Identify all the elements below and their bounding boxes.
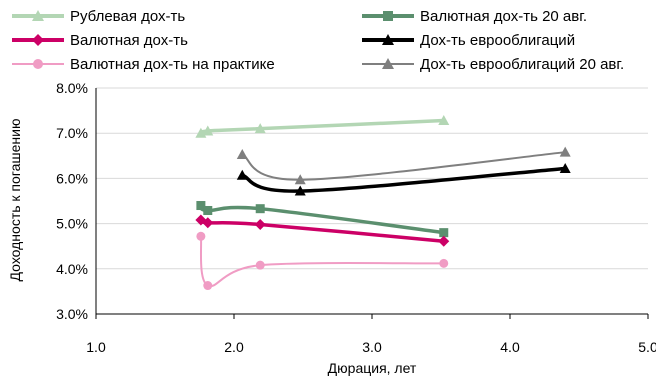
- data-point: [255, 260, 265, 270]
- legend-item: Рублевая дох-ть: [12, 8, 185, 25]
- x-tick-label: 4.0: [500, 339, 520, 355]
- legend-label: Валютная дох-ть: [70, 32, 188, 49]
- series-1: [196, 201, 449, 238]
- data-point: [236, 148, 248, 159]
- legend-item: Валютная дох-ть: [12, 32, 188, 49]
- x-tick-label: 1.0: [86, 339, 106, 355]
- legend-swatch-marker: [32, 34, 44, 46]
- legend-swatch-marker: [383, 11, 393, 21]
- series-line: [241, 151, 566, 181]
- grid: [96, 87, 648, 315]
- data-point: [196, 201, 206, 211]
- data-point: [202, 217, 214, 229]
- data-point: [236, 169, 248, 180]
- data-point: [196, 231, 206, 241]
- legend-label: Рублевая дох-ть: [70, 8, 185, 25]
- y-tick-label: 3.0%: [56, 306, 88, 322]
- series-line: [199, 236, 444, 288]
- legend-swatch-marker: [32, 10, 44, 21]
- x-tick-label: 3.0: [362, 339, 382, 355]
- legend-label: Валютная дох-ть 20 авг.: [420, 8, 587, 25]
- data-point: [203, 205, 213, 215]
- data-point: [439, 228, 449, 238]
- series-5: [236, 146, 571, 185]
- series-line: [241, 166, 566, 193]
- data-point: [294, 185, 306, 196]
- legend-swatch-marker: [33, 59, 43, 69]
- series-0: [195, 115, 450, 138]
- data-point: [254, 219, 266, 231]
- series-4: [196, 231, 449, 291]
- y-tick-label: 7.0%: [56, 125, 88, 141]
- legend-item: Дох-ть еврооблигаций: [362, 32, 575, 49]
- series-line: [199, 118, 444, 135]
- legend-swatch-marker: [382, 34, 394, 45]
- data-point: [559, 146, 571, 157]
- tick-labels: 3.0% 4.0% 5.0% 6.0% 7.0% 8.0% 1.0 2.0 3.0 4.0 5.0: [56, 80, 656, 355]
- x-tick-label: 2.0: [224, 339, 244, 355]
- series-group: [195, 115, 571, 291]
- series-3: [236, 162, 571, 196]
- data-point: [438, 115, 450, 126]
- y-tick-label: 5.0%: [56, 216, 88, 232]
- legend-label: Дох-ть еврооблигаций: [420, 32, 575, 49]
- legend-label: Дох-ть еврооблигаций 20 авг.: [420, 56, 624, 73]
- y-tick-label: 8.0%: [56, 80, 88, 96]
- x-tick-label: 5.0: [638, 339, 656, 355]
- data-point: [559, 162, 571, 173]
- data-point: [438, 235, 450, 247]
- y-tick-label: 6.0%: [56, 170, 88, 186]
- legend-item: Валютная дох-ть 20 авг.: [362, 8, 587, 25]
- legend-swatch-marker: [382, 58, 394, 69]
- legend: Рублевая дох-ть Валютная дох-ть 20 авг. Ва…: [12, 8, 624, 73]
- data-point: [254, 123, 266, 134]
- data-point: [294, 174, 306, 185]
- data-point: [203, 281, 213, 291]
- y-tick-label: 4.0%: [56, 261, 88, 277]
- legend-item: Дох-ть еврооблигаций 20 авг.: [362, 56, 624, 73]
- axes: [95, 88, 649, 319]
- series-2: [195, 214, 450, 247]
- legend-label: Валютная дох-ть на практике: [70, 56, 275, 73]
- x-axis-label: Дюрация, лет: [328, 360, 417, 376]
- data-point: [439, 258, 449, 268]
- data-point: [255, 204, 265, 214]
- y-axis-label: Доходность к погашению: [7, 119, 23, 282]
- data-point: [202, 125, 214, 136]
- legend-item: Валютная дох-ть на практике: [12, 56, 275, 73]
